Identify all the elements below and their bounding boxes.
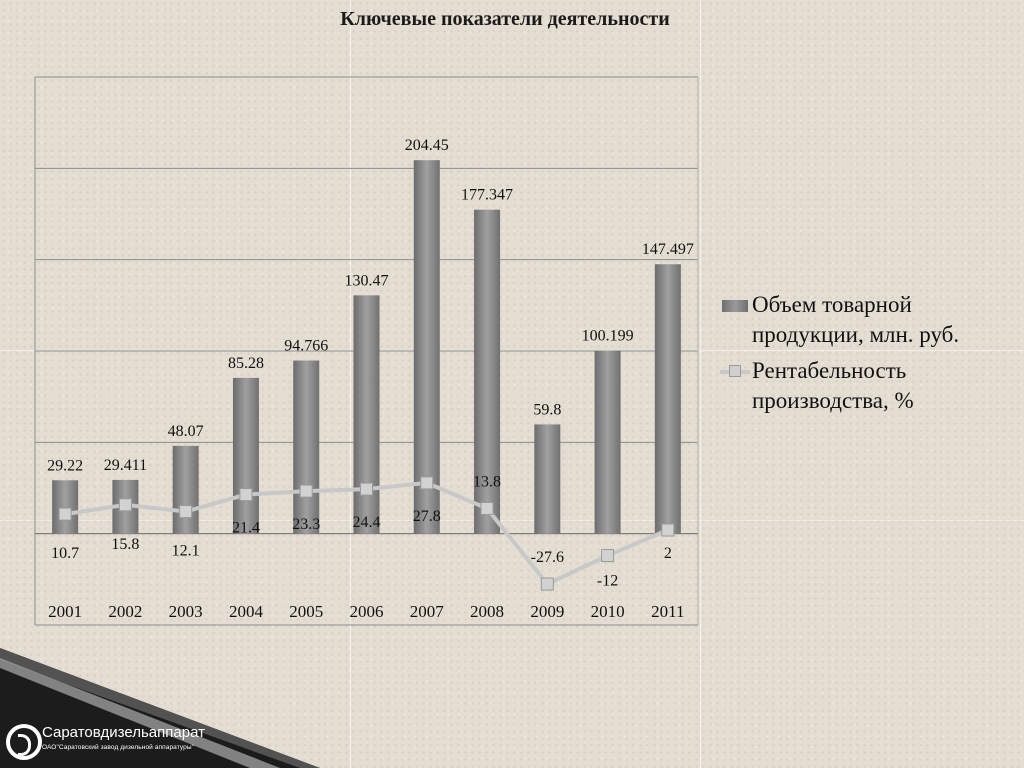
line-point	[239, 488, 253, 502]
company-logo-icon	[6, 724, 42, 760]
chart-legend: Объем товарной продукции, млн. руб. Рент…	[720, 290, 1010, 422]
line-data-label: 23.3	[292, 516, 320, 533]
bar	[52, 480, 79, 534]
line-point	[118, 498, 132, 512]
background-gridline	[350, 0, 351, 768]
company-name: Саратовдизельаппарат	[42, 724, 205, 741]
line-data-label: 12.1	[172, 543, 200, 560]
line-point	[179, 505, 193, 519]
line-point	[58, 507, 72, 521]
company-logo: Саратовдизельаппарат ОАО"Саратовский зав…	[0, 720, 260, 768]
line-point	[601, 549, 615, 563]
background-gridline	[0, 520, 1024, 521]
line-point	[661, 523, 675, 537]
bar	[594, 350, 621, 534]
line-data-label: -12	[597, 573, 618, 590]
background-gridline	[700, 0, 701, 768]
x-tick-label: 2007	[410, 602, 445, 621]
bar-data-label: 147.497	[642, 241, 694, 258]
bar-data-label: 94.766	[284, 338, 328, 355]
bar-data-label: 48.07	[168, 423, 204, 440]
bar-data-label: 85.28	[228, 355, 264, 372]
bar-data-label: 204.45	[405, 137, 449, 154]
line-data-label: 24.4	[353, 514, 381, 531]
bar-data-label: 177.347	[461, 187, 513, 204]
bar	[534, 424, 561, 534]
bar	[413, 160, 440, 534]
line-data-label: 21.4	[232, 520, 260, 537]
bar-data-label: 130.47	[345, 272, 389, 289]
bar-data-label: 29.22	[47, 457, 83, 474]
bar-data-label: 59.8	[533, 401, 561, 418]
line-data-label: 27.8	[413, 508, 441, 525]
line-data-label: -27.6	[531, 549, 564, 566]
line-point	[420, 476, 434, 490]
line-data-label: 15.8	[111, 536, 139, 553]
bar	[654, 264, 681, 534]
x-tick-label: 2001	[48, 602, 82, 621]
bar	[474, 209, 501, 534]
line-data-label: 13.8	[473, 473, 501, 490]
legend-bar-swatch	[722, 300, 748, 312]
bar	[293, 360, 320, 534]
legend-label-profitability: Рентабельность производства, %	[752, 358, 914, 413]
x-tick-label: 2008	[470, 602, 504, 621]
x-tick-label: 2003	[169, 602, 203, 621]
x-tick-label: 2006	[350, 602, 384, 621]
legend-item-profitability: Рентабельность производства, %	[720, 356, 1010, 416]
legend-item-volume: Объем товарной продукции, млн. руб.	[720, 290, 1010, 350]
line-data-label: 2	[664, 545, 672, 562]
x-tick-label: 2004	[229, 602, 264, 621]
x-tick-label: 2005	[289, 602, 323, 621]
chart-title: Ключевые показатели деятельности	[340, 8, 670, 30]
bar-data-label: 29.411	[104, 457, 147, 474]
line-point	[299, 484, 313, 498]
company-subtitle: ОАО"Саратовский завод дизельной аппарату…	[42, 744, 195, 751]
line-point	[540, 577, 554, 591]
bar-data-label: 100.199	[582, 328, 634, 345]
bar	[232, 377, 259, 534]
bar	[172, 445, 199, 534]
x-tick-label: 2010	[591, 602, 625, 621]
x-tick-label: 2011	[651, 602, 684, 621]
legend-marker-swatch	[729, 365, 741, 377]
line-point	[480, 501, 494, 515]
line-data-label: 10.7	[51, 545, 79, 562]
x-tick-label: 2002	[108, 602, 142, 621]
legend-label-volume: Объем товарной продукции, млн. руб.	[752, 292, 960, 347]
x-tick-label: 2009	[530, 602, 564, 621]
line-point	[360, 482, 373, 496]
